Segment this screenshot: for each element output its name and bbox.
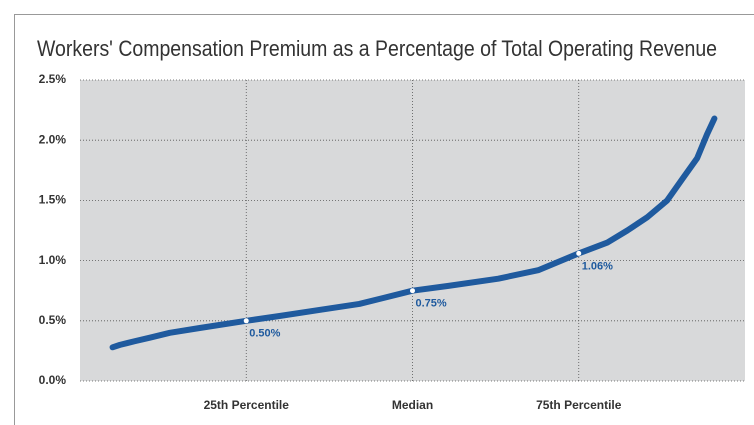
annotation-label: 0.75% [416,298,447,310]
y-tick-label: 1.0% [39,253,67,267]
annotation-label: 0.50% [249,328,280,340]
annotation-label: 1.06% [582,260,613,272]
x-tick-label: 75th Percentile [536,398,622,412]
chart-title: Workers' Compensation Premium as a Perce… [37,36,717,61]
y-tick-label: 0.5% [39,313,67,327]
y-tick-label: 0.0% [39,373,67,387]
y-tick-label: 2.0% [39,132,67,146]
annotation-marker [243,318,249,324]
y-tick-label: 2.5% [39,72,67,86]
annotation-marker [576,250,582,256]
x-tick-label: 25th Percentile [204,398,290,412]
y-tick-label: 1.5% [39,193,67,207]
data-line [109,115,718,351]
annotation-marker [410,288,415,294]
x-tick-label: Median [392,398,433,412]
